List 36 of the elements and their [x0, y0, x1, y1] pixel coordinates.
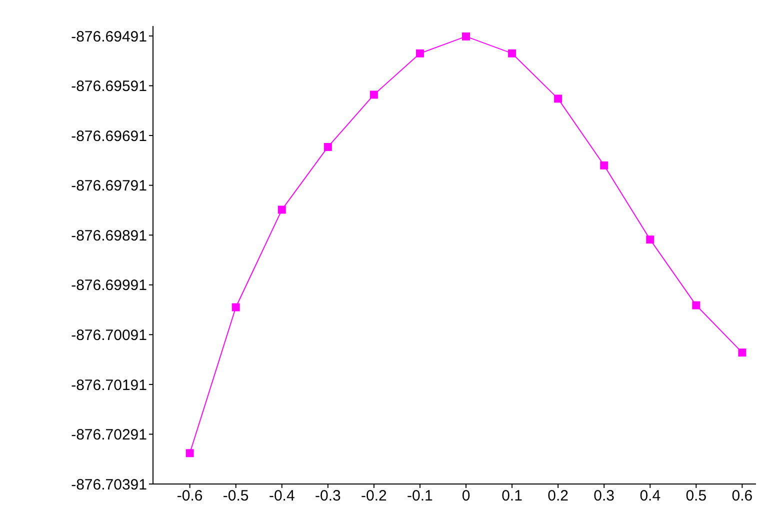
y-tick-label: -876.69691	[71, 128, 147, 145]
y-tick-label: -876.69991	[71, 277, 147, 294]
x-tick-label: 0.5	[686, 488, 707, 505]
y-tick-label: -876.70191	[71, 376, 147, 394]
point	[416, 49, 424, 58]
x-tick-label: 0.2	[548, 488, 568, 505]
y-tick-label: -876.69791	[71, 178, 147, 195]
x-tick-label: -0.2	[361, 488, 387, 505]
point	[600, 161, 608, 170]
y-tick-label: -876.70291	[71, 426, 147, 444]
x-tick-label: 0	[462, 488, 470, 505]
y-tick-label: -876.70391	[71, 476, 147, 494]
point	[508, 49, 516, 58]
point	[186, 449, 194, 458]
point	[738, 348, 746, 357]
y-tick-label: -876.70091	[71, 326, 147, 344]
x-tick-label: -0.1	[407, 488, 433, 505]
x-tick-label: 0.6	[732, 488, 753, 505]
x-tick-label: -0.6	[176, 488, 203, 505]
point	[692, 301, 700, 310]
point	[278, 206, 286, 214]
x-tick-label: 0.1	[502, 488, 522, 505]
x-tick-label: 0.4	[640, 488, 661, 505]
point	[232, 303, 240, 312]
y-tick-label: -876.69891	[71, 227, 147, 244]
y-tick-label: -876.69491	[71, 28, 147, 46]
point	[324, 142, 332, 151]
x-tick-label: -0.3	[314, 488, 341, 505]
point	[462, 32, 470, 40]
x-tick-label: -0.5	[222, 488, 249, 505]
x-tick-label: -0.4	[268, 488, 295, 505]
y-tick-label: -876.69591	[71, 78, 147, 96]
point	[370, 90, 378, 99]
point	[646, 236, 654, 244]
point	[554, 94, 562, 103]
x-tick-label: 0.3	[594, 488, 615, 505]
